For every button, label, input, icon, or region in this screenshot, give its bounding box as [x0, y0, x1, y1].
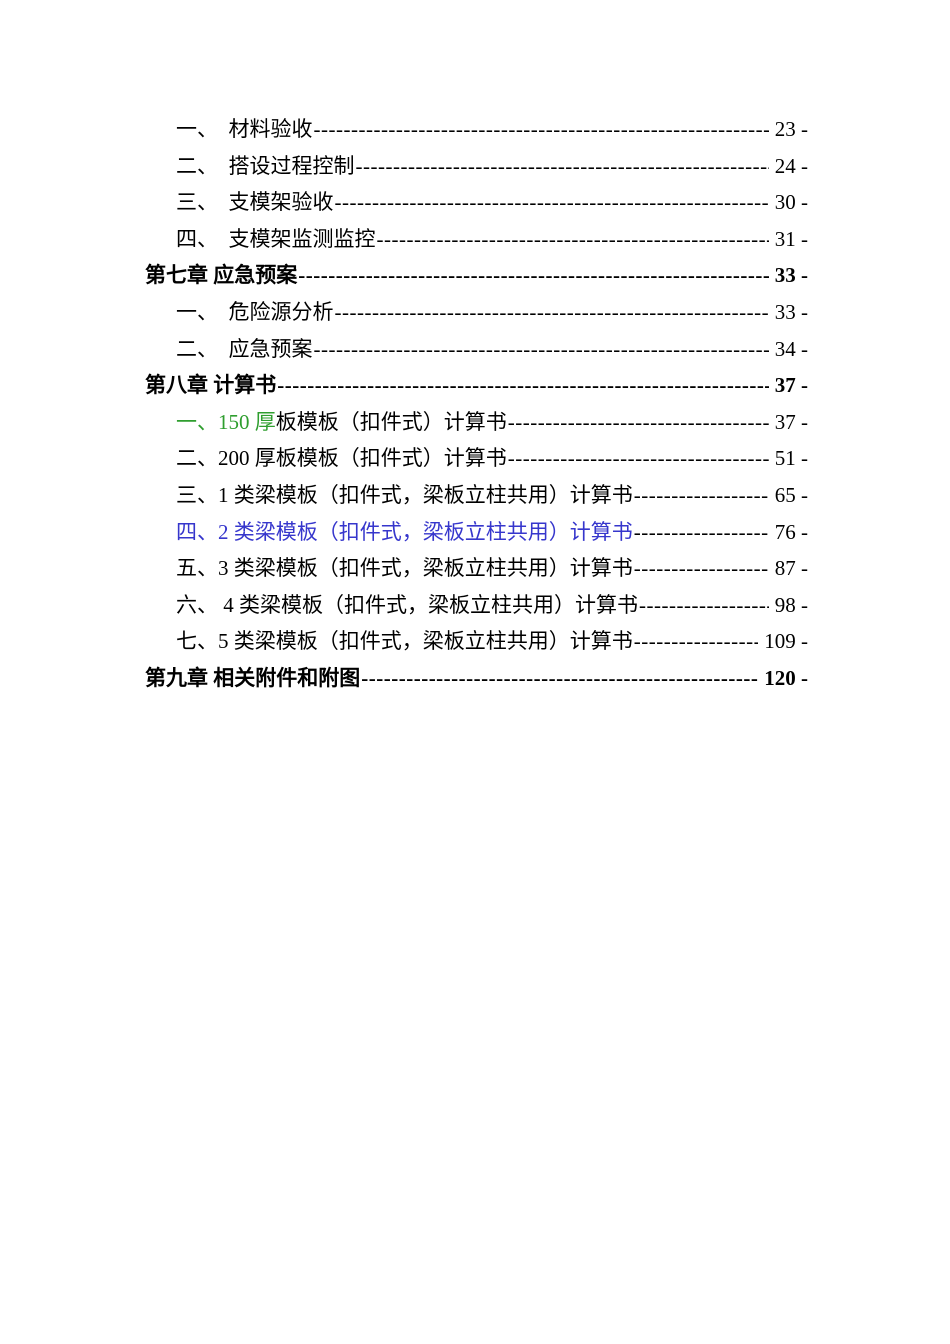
toc-entry-text-segment: 二、 搭设过程控制	[176, 153, 355, 178]
dash-leader: ----------------------------------------…	[313, 117, 769, 141]
toc-entry-text-segment: 第九章 相关附件和附图	[145, 665, 361, 690]
dash-leader: ----------------------------------------…	[334, 190, 769, 215]
toc-entry-3[interactable]: 四、 支模架监测监控 -----------------------------…	[145, 221, 808, 258]
toc-entry-text-segment: 三、 支模架验收	[176, 190, 334, 215]
toc-entry-text-segment: 四、 支模架监测监控	[176, 226, 376, 251]
toc-entry-6[interactable]: 二、 应急预案 --------------------------------…	[145, 331, 808, 368]
toc-entry-text-segment: 第七章 应急预案	[145, 263, 298, 288]
dash-leader: ----------------------------------------…	[355, 153, 769, 178]
toc-entry-text-segment: 板模板（扣件式）计算书	[275, 409, 507, 434]
dash-leader: ----------------------------------------…	[376, 226, 769, 251]
toc-entry-2[interactable]: 三、 支模架验收 -------------------------------…	[145, 184, 808, 221]
toc-entry-title: 二、 应急预案	[176, 331, 313, 368]
toc-entry-page-number: 23 -	[774, 117, 808, 141]
dash-leader: ----------------------------------------…	[298, 263, 769, 288]
toc-entry-page-number: 98 -	[774, 592, 808, 617]
toc-entry-title: 第七章 应急预案	[145, 257, 297, 294]
toc-entry-4[interactable]: 第七章 应急预案 -------------------------------…	[145, 257, 808, 294]
toc-entry-page-number: 87 -	[774, 556, 808, 581]
toc-entry-title: 五、3 类梁模板（扣件式，梁板立柱共用）计算书	[176, 550, 633, 587]
toc-entry-title: 第八章 计算书	[145, 367, 276, 404]
toc-entry-text-segment: 五、3 类梁模板（扣件式，梁板立柱共用）计算书	[176, 556, 633, 581]
toc-entry-page-number: 24 -	[774, 153, 808, 178]
toc-entry-page-number: 31 -	[774, 226, 808, 251]
toc-entry-page-number: 65 -	[774, 482, 808, 507]
toc-entry-title: 一、 危险源分析	[176, 294, 334, 331]
toc-entry-page-number: 120 -	[764, 665, 808, 690]
toc-entry-page-number: 33 -	[774, 263, 808, 288]
toc-entry-text-segment: 七、5 类梁模板（扣件式，梁板立柱共用）计算书	[176, 629, 633, 654]
toc-entry-text-segment: 六、 4 类梁模板（扣件式，梁板立柱共用）计算书	[176, 592, 638, 617]
toc-entry-title: 六、 4 类梁模板（扣件式，梁板立柱共用）计算书	[176, 587, 638, 624]
toc-entry-text-segment: 一、 材料验收	[176, 117, 313, 141]
toc-entry-page-number: 37 -	[774, 373, 808, 398]
toc-entry-title: 四、2 类梁模板（扣件式，梁板立柱共用）计算书	[176, 514, 633, 551]
toc-entry-title: 第九章 相关附件和附图	[145, 660, 360, 697]
toc-entry-page-number: 51 -	[774, 446, 808, 471]
dash-leader: ----------------------------------------…	[633, 629, 759, 654]
toc-entry-0[interactable]: 一、 材料验收 --------------------------------…	[145, 111, 808, 148]
dash-leader: ----------------------------------------…	[639, 592, 769, 617]
toc-entry-title: 一、150 厚板模板（扣件式）计算书	[176, 404, 507, 441]
dash-leader: ----------------------------------------…	[361, 665, 759, 690]
toc-entry-text-segment: 第八章 计算书	[145, 373, 277, 398]
dash-leader: ----------------------------------------…	[633, 519, 769, 544]
dash-leader: ----------------------------------------…	[633, 556, 769, 581]
toc-entry-15[interactable]: 第九章 相关附件和附图 ----------------------------…	[145, 660, 808, 697]
toc-entry-title: 二、200 厚板模板（扣件式）计算书	[176, 440, 507, 477]
toc-entry-text-segment: 三、1 类梁模板（扣件式，梁板立柱共用）计算书	[176, 482, 633, 507]
toc-entry-8[interactable]: 一、150 厚板模板（扣件式）计算书 ---------------------…	[145, 404, 808, 441]
toc-entry-page-number: 30 -	[774, 190, 808, 215]
toc-entry-title: 三、1 类梁模板（扣件式，梁板立柱共用）计算书	[176, 477, 633, 514]
toc-entry-text-segment: 二、 应急预案	[176, 336, 313, 361]
toc-entry-title: 七、5 类梁模板（扣件式，梁板立柱共用）计算书	[176, 623, 633, 660]
toc-entry-11[interactable]: 四、2 类梁模板（扣件式，梁板立柱共用）计算书 ----------------…	[145, 514, 808, 551]
toc-entry-7[interactable]: 第八章 计算书 --------------------------------…	[145, 367, 808, 404]
toc-entry-title: 四、 支模架监测监控	[176, 221, 376, 258]
toc-entry-title: 一、 材料验收	[176, 111, 313, 148]
toc-entry-9[interactable]: 二、200 厚板模板（扣件式）计算书 ---------------------…	[145, 440, 808, 477]
toc-entry-page-number: 33 -	[774, 299, 808, 324]
dash-leader: ----------------------------------------…	[277, 373, 769, 398]
toc-entry-1[interactable]: 二、 搭设过程控制 ------------------------------…	[145, 148, 808, 185]
table-of-contents: 一、 材料验收 --------------------------------…	[145, 111, 808, 697]
dash-leader: ----------------------------------------…	[633, 482, 769, 507]
toc-entry-title: 三、 支模架验收	[176, 184, 334, 221]
dash-leader: ----------------------------------------…	[313, 336, 769, 361]
toc-entry-page-number: 37 -	[774, 409, 808, 434]
dash-leader: ----------------------------------------…	[507, 446, 769, 471]
toc-entry-text-segment: 四、2 类梁模板（扣件式，梁板立柱共用）计算书	[176, 519, 633, 544]
toc-entry-page-number: 76 -	[774, 519, 808, 544]
toc-entry-page-number: 34 -	[774, 336, 808, 361]
toc-entry-text-segment: 二、200 厚板模板（扣件式）计算书	[176, 446, 507, 471]
toc-entry-10[interactable]: 三、1 类梁模板（扣件式，梁板立柱共用）计算书 ----------------…	[145, 477, 808, 514]
toc-entry-5[interactable]: 一、 危险源分析 -------------------------------…	[145, 294, 808, 331]
toc-entry-title: 二、 搭设过程控制	[176, 148, 355, 185]
toc-entry-text-segment: 一、 危险源分析	[176, 299, 334, 324]
toc-entry-page-number: 109 -	[764, 629, 808, 654]
toc-entry-text-segment: 一、150 厚	[176, 409, 276, 434]
toc-entry-13[interactable]: 六、 4 类梁模板（扣件式，梁板立柱共用）计算书 ---------------…	[145, 587, 808, 624]
dash-leader: ----------------------------------------…	[507, 409, 769, 434]
dash-leader: ----------------------------------------…	[334, 299, 769, 324]
toc-entry-12[interactable]: 五、3 类梁模板（扣件式，梁板立柱共用）计算书 ----------------…	[145, 550, 808, 587]
toc-entry-14[interactable]: 七、5 类梁模板（扣件式，梁板立柱共用）计算书 ----------------…	[145, 623, 808, 660]
